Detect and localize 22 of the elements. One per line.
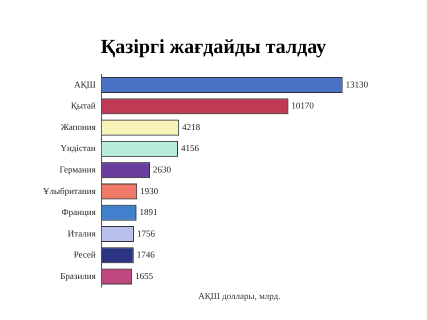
y-tick-label: АҚШ [74,79,96,90]
data-label: 1891 [139,207,158,218]
y-tick-label: Германия [59,164,96,175]
data-label: 2630 [153,164,172,175]
data-label: 1746 [136,250,156,260]
y-tick-label: Бразилия [60,270,96,281]
y-tick-label: Италия [68,228,96,238]
data-label: 1930 [140,186,159,196]
data-label: 10170 [291,100,314,111]
y-tick-label: Жапония [60,122,96,132]
y-tick-label: Үндістан [60,143,96,154]
data-label: 13130 [346,79,369,90]
data-label: 4218 [182,122,201,132]
data-label: 1655 [135,270,154,281]
data-label: 1756 [136,228,156,238]
y-tick-label: Ресей [74,250,96,260]
chart-title: Қазіргі жағдайды талдау [100,36,328,60]
data-label: 4156 [181,143,200,154]
y-tick-label: Франция [62,207,96,218]
y-tick-label: Қытай [70,100,96,111]
y-tick-label: Ұлыбритания [42,186,96,196]
x-axis-title: АҚШ доллары, млрд. [198,290,280,301]
